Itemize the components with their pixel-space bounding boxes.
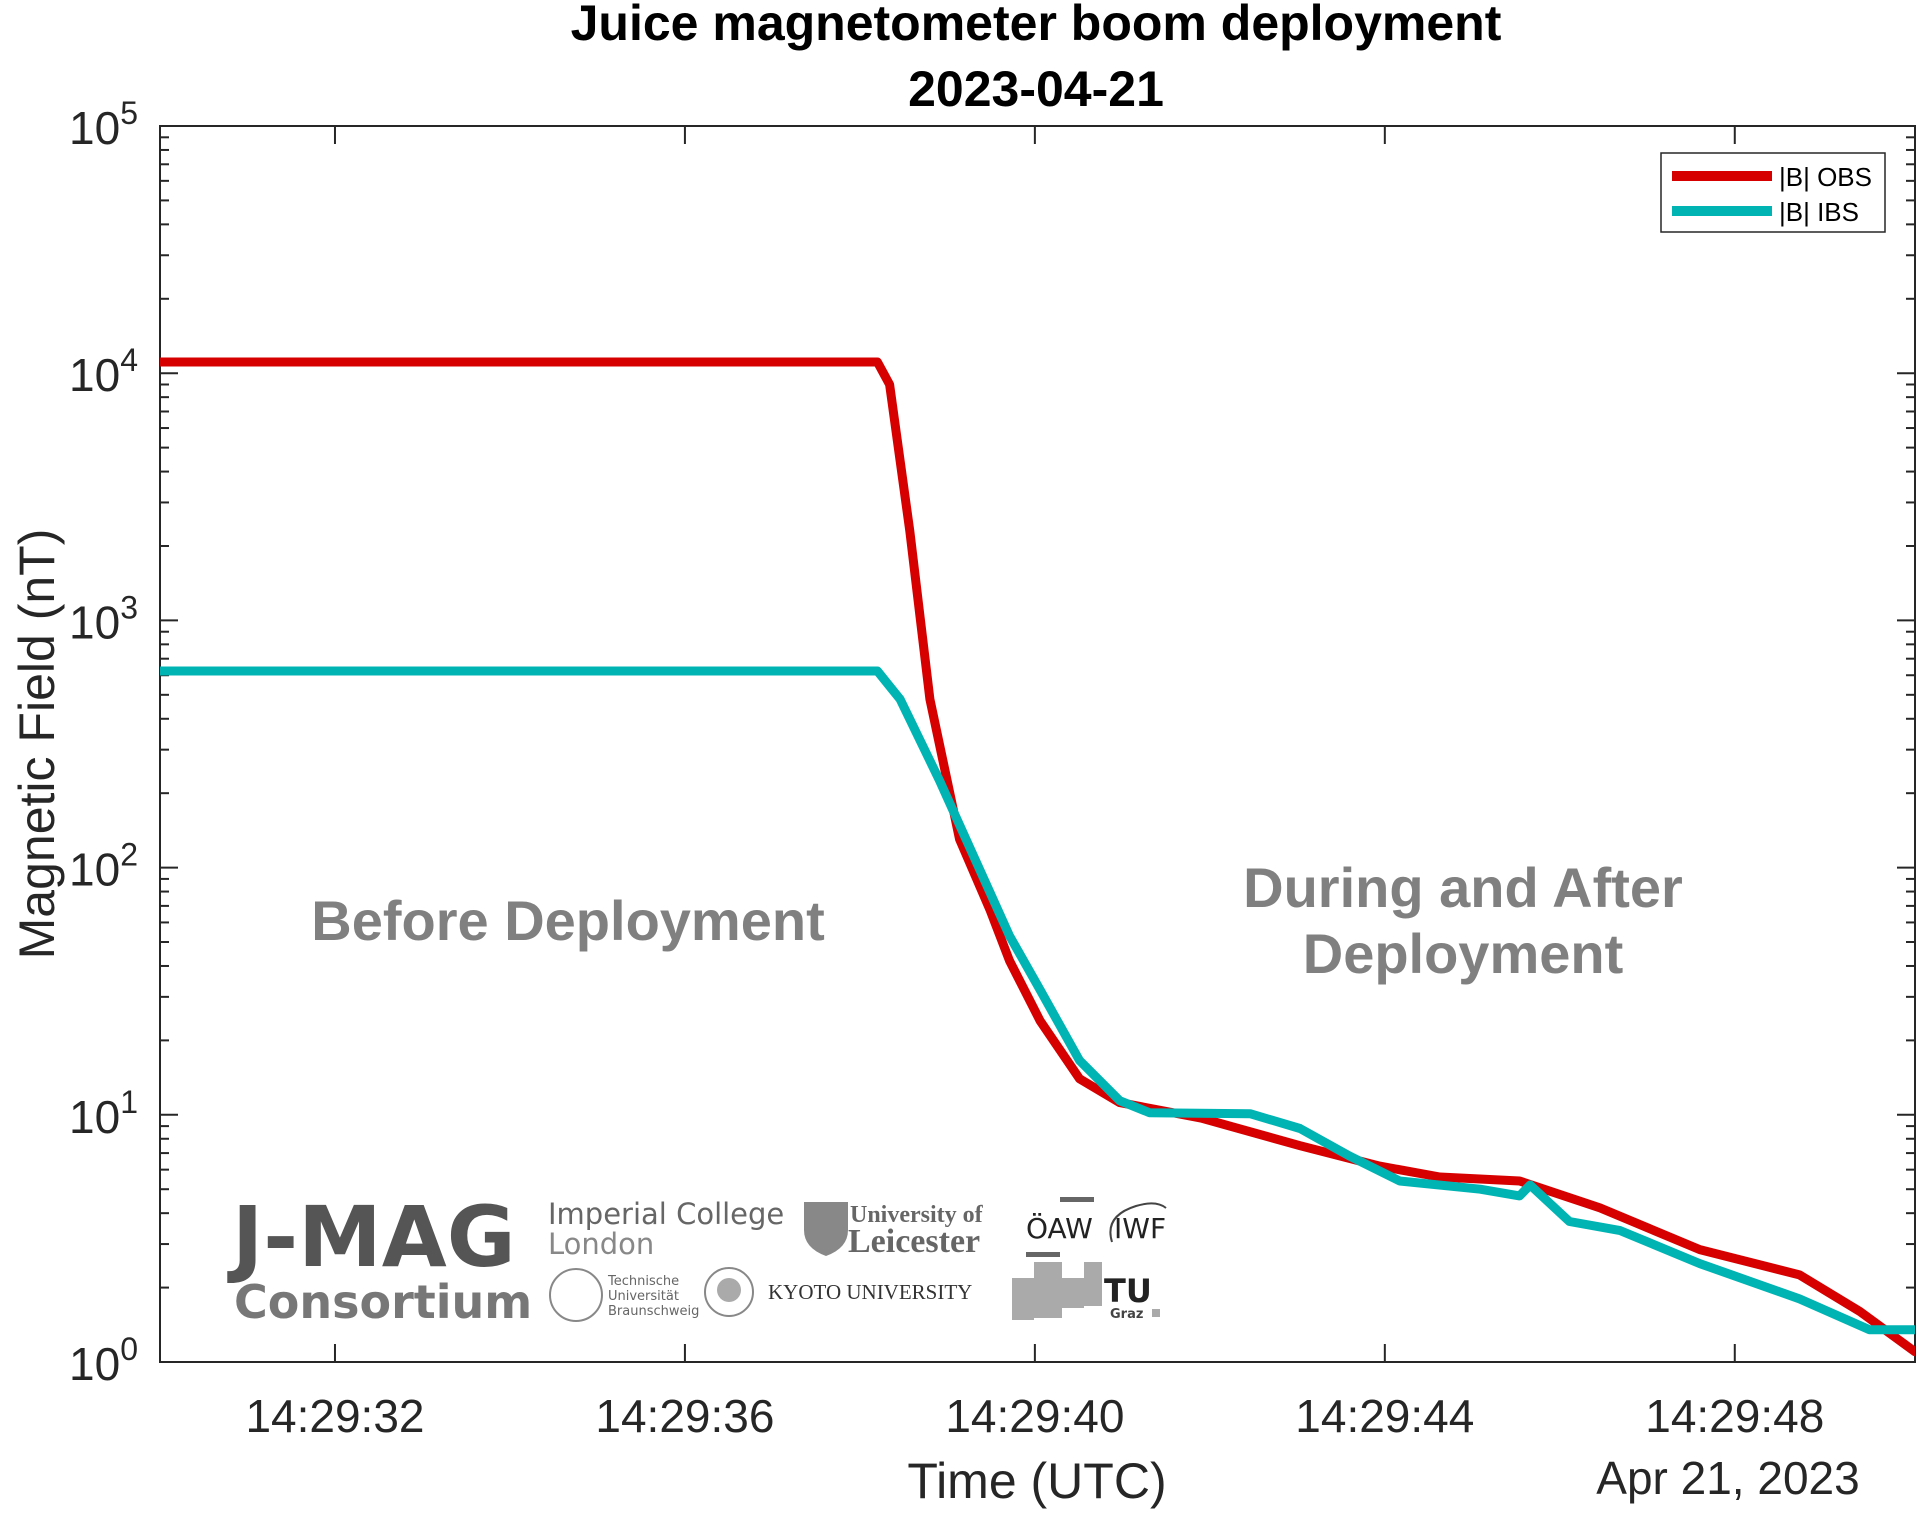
leicester-shield-icon: [804, 1202, 848, 1256]
y-tick-label: 101: [69, 1084, 138, 1143]
legend: |B| OBS |B| IBS: [1660, 152, 1886, 233]
consortium-logos: J-MAG Consortium Imperial College London…: [227, 1188, 1167, 1329]
annotation-after-line2: Deployment: [1303, 922, 1624, 985]
kyoto-logo: KYOTO UNIVERSITY: [768, 1280, 972, 1304]
y-tick-label: 104: [69, 342, 138, 401]
leicester-logo-line1: University of: [850, 1202, 984, 1228]
y-tick-label: 103: [69, 589, 138, 648]
x-tick-label: 14:29:44: [1295, 1390, 1474, 1442]
kyoto-tree-icon: [717, 1278, 741, 1302]
axis-ticks: [160, 125, 1915, 1363]
jmag-logo: J-MAG: [227, 1188, 516, 1286]
leicester-logo-line2: Leicester: [848, 1223, 980, 1260]
imperial-logo-line1: Imperial College: [548, 1197, 784, 1231]
tubs-logo-line1: Technische: [607, 1274, 679, 1289]
x-tick-label: 14:29:32: [245, 1390, 424, 1442]
tugraz-logo-line2: Graz: [1110, 1307, 1143, 1322]
consortium-logo: Consortium: [234, 1275, 532, 1329]
oeaw-logo: ÖAW: [1026, 1211, 1093, 1245]
legend-box: [1660, 152, 1886, 233]
series-line-obs: [160, 357, 1915, 1357]
y-axis-tick-labels: 100 101 102 103 104 105: [69, 95, 138, 1390]
tugraz-square-icon: [1152, 1309, 1160, 1317]
tugraz-blocks-icon: [1012, 1262, 1102, 1320]
chart-title-line2: 2023-04-21: [908, 61, 1164, 117]
plot-area: [159, 125, 1916, 1363]
series-line-ibs: [160, 666, 1915, 1335]
x-axis-label: Time (UTC): [907, 1453, 1166, 1509]
legend-label-obs: |B| OBS: [1779, 162, 1872, 192]
x-tick-label: 14:29:36: [595, 1390, 774, 1442]
x-tick-label: 14:29:48: [1645, 1390, 1824, 1442]
oeaw-bar-top: [1060, 1197, 1094, 1202]
iwf-arc-icon: [1109, 1202, 1167, 1243]
y-tick-label: 100: [69, 1331, 138, 1390]
tubs-logo-line2: Universität: [608, 1289, 679, 1304]
iwf-logo: IWF: [1114, 1212, 1166, 1245]
data-series: [160, 357, 1915, 1357]
y-tick-label: 102: [69, 837, 138, 896]
tubs-seal-icon: [549, 1268, 603, 1322]
y-axis-label: Magnetic Field (nT): [9, 529, 65, 960]
x-axis-tick-labels: 14:29:32 14:29:36 14:29:40 14:29:44 14:29:48: [245, 1390, 1824, 1442]
kyoto-seal-icon: [704, 1267, 754, 1317]
imperial-logo-line2: London: [548, 1227, 654, 1261]
legend-label-ibs: |B| IBS: [1779, 197, 1859, 227]
tubs-logo-line3: Braunschweig: [608, 1304, 699, 1319]
annotation-after-line1: During and After: [1243, 856, 1683, 919]
y-tick-label: 105: [69, 95, 138, 154]
x-tick-label: 14:29:40: [945, 1390, 1124, 1442]
annotation-before-deployment: Before Deployment: [311, 889, 824, 952]
tugraz-logo-line1: TU: [1104, 1272, 1152, 1310]
chart-title-line1: Juice magnetometer boom deployment: [571, 0, 1502, 51]
oeaw-bar-bottom: [1026, 1252, 1060, 1257]
date-label: Apr 21, 2023: [1596, 1452, 1859, 1504]
